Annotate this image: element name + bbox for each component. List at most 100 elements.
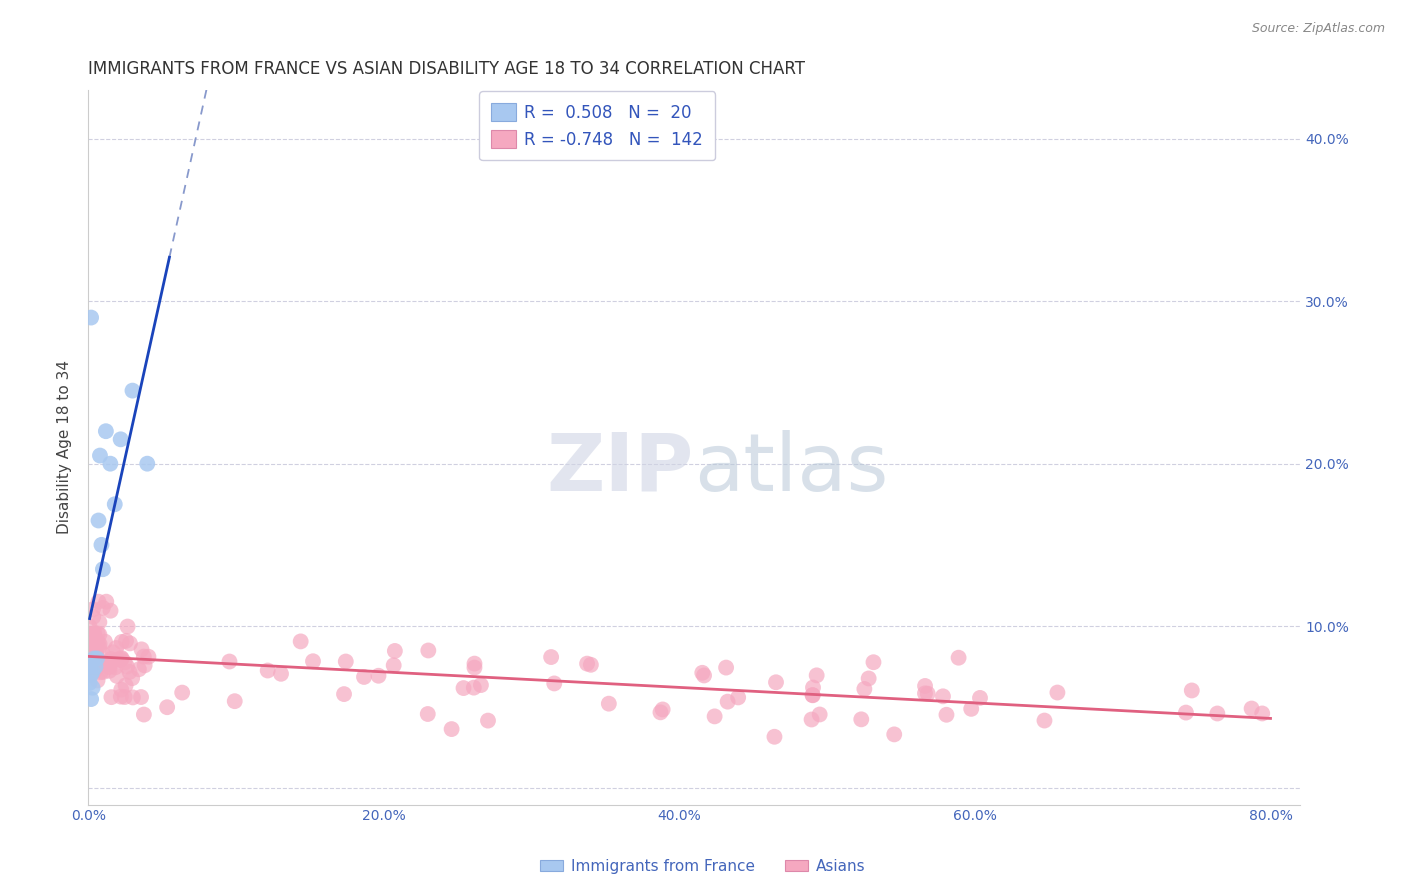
Point	[218, 655, 240, 669]
Point	[83, 626, 105, 640]
Point	[576, 657, 599, 671]
Point	[808, 707, 831, 722]
Point	[82, 681, 104, 695]
Point	[110, 682, 132, 697]
Point	[914, 679, 936, 693]
Point	[82, 659, 104, 673]
Point	[82, 610, 104, 624]
Point	[290, 634, 312, 648]
Point	[651, 702, 673, 716]
Point	[121, 384, 143, 398]
Point	[84, 659, 107, 673]
Point	[79, 660, 101, 674]
Point	[105, 640, 128, 655]
Point	[416, 706, 439, 721]
Point	[384, 644, 406, 658]
Point	[79, 676, 101, 690]
Point	[84, 664, 107, 678]
Point	[100, 652, 122, 666]
Point	[1240, 701, 1263, 715]
Point	[801, 681, 824, 695]
Point	[763, 730, 786, 744]
Point	[79, 627, 101, 641]
Point	[172, 685, 194, 699]
Point	[110, 651, 132, 665]
Point	[801, 688, 824, 702]
Point	[800, 713, 823, 727]
Point	[302, 654, 325, 668]
Point	[477, 714, 499, 728]
Point	[80, 692, 103, 706]
Point	[540, 650, 562, 665]
Point	[98, 655, 121, 669]
Point	[862, 655, 884, 669]
Point	[83, 644, 105, 658]
Point	[91, 562, 114, 576]
Point	[765, 675, 787, 690]
Point	[93, 665, 115, 679]
Point	[367, 669, 389, 683]
Point	[693, 668, 716, 682]
Point	[1174, 706, 1197, 720]
Point	[858, 672, 880, 686]
Point	[136, 457, 159, 471]
Point	[82, 657, 104, 671]
Point	[156, 700, 179, 714]
Point	[110, 433, 132, 447]
Point	[714, 660, 737, 674]
Point	[94, 634, 117, 648]
Point	[114, 678, 136, 692]
Point	[111, 635, 134, 649]
Point	[90, 657, 112, 671]
Point	[131, 642, 153, 657]
Point	[111, 652, 134, 666]
Point	[87, 595, 110, 609]
Point	[86, 651, 108, 665]
Point	[86, 657, 108, 671]
Point	[115, 659, 138, 673]
Point	[256, 664, 278, 678]
Point	[717, 695, 740, 709]
Point	[122, 690, 145, 705]
Point	[82, 627, 104, 641]
Point	[90, 538, 112, 552]
Point	[914, 686, 936, 700]
Point	[94, 656, 117, 670]
Point	[87, 626, 110, 640]
Point	[82, 665, 104, 679]
Point	[79, 635, 101, 649]
Point	[79, 640, 101, 655]
Point	[79, 633, 101, 648]
Point	[1206, 706, 1229, 721]
Point	[806, 668, 828, 682]
Point	[90, 665, 112, 680]
Point	[83, 651, 105, 665]
Point	[100, 656, 122, 670]
Point	[917, 687, 939, 701]
Point	[883, 727, 905, 741]
Point	[132, 707, 155, 722]
Point	[98, 664, 121, 678]
Point	[87, 657, 110, 672]
Point	[96, 595, 118, 609]
Text: ZIP: ZIP	[547, 430, 695, 508]
Legend: Immigrants from France, Asians: Immigrants from France, Asians	[534, 853, 872, 880]
Point	[1046, 685, 1069, 699]
Point	[353, 670, 375, 684]
Point	[104, 660, 127, 674]
Point	[948, 650, 970, 665]
Point	[132, 649, 155, 664]
Point	[1251, 706, 1274, 721]
Point	[453, 681, 475, 695]
Point	[932, 690, 955, 704]
Point	[270, 666, 292, 681]
Point	[110, 653, 132, 667]
Point	[224, 694, 246, 708]
Point	[727, 690, 749, 705]
Point	[79, 659, 101, 673]
Point	[470, 678, 492, 692]
Point	[335, 655, 357, 669]
Point	[118, 665, 141, 679]
Point	[79, 631, 101, 645]
Point	[463, 660, 485, 674]
